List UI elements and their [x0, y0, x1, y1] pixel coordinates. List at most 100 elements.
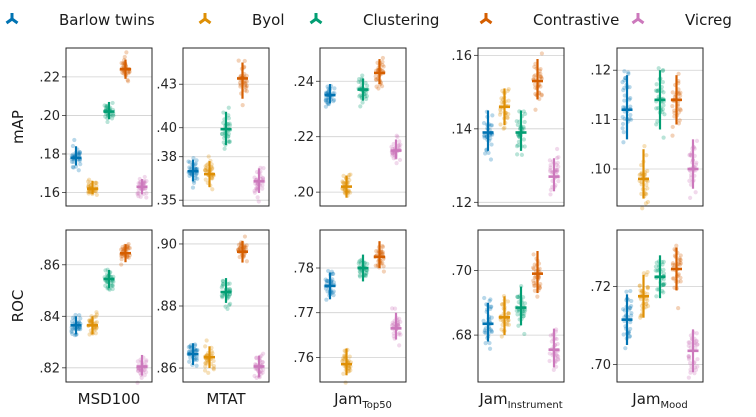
- data-point: [487, 340, 492, 346]
- series-clustering-r0-c3: [514, 109, 528, 157]
- data-point: [220, 131, 225, 137]
- legend-label-contrastive: Contrastive: [533, 11, 619, 29]
- data-point: [686, 340, 691, 345]
- data-point: [142, 181, 147, 186]
- data-point: [223, 304, 228, 309]
- data-point: [187, 165, 192, 170]
- data-point: [678, 253, 683, 258]
- data-point: [357, 274, 363, 279]
- data-point: [694, 331, 699, 336]
- data-point: [670, 262, 676, 268]
- data-point: [364, 271, 369, 276]
- data-point: [119, 262, 124, 267]
- data-point: [488, 297, 493, 302]
- y-tick-label: .10: [590, 162, 611, 177]
- data-point: [688, 361, 693, 366]
- data-point: [373, 263, 378, 268]
- data-point: [390, 153, 395, 158]
- data-point: [506, 318, 511, 323]
- data-point: [548, 165, 553, 170]
- data-point: [330, 277, 335, 282]
- data-point: [489, 315, 494, 320]
- data-point: [380, 244, 386, 250]
- data-point: [347, 172, 352, 178]
- y-tick-label: .86: [156, 362, 177, 377]
- data-point: [506, 87, 511, 92]
- data-point: [193, 173, 198, 178]
- data-point: [104, 103, 109, 109]
- data-point: [538, 84, 543, 89]
- series-clustering-r0-c2: [356, 73, 370, 109]
- data-point: [488, 136, 493, 141]
- panel-frame: [477, 47, 565, 207]
- series-byol-r0-c3: [497, 87, 511, 131]
- series-clustering-r0-c0: [102, 100, 116, 125]
- data-point: [323, 98, 328, 103]
- data-point: [94, 180, 99, 186]
- data-point: [645, 303, 651, 309]
- data-point: [364, 270, 369, 275]
- data-point: [655, 88, 660, 94]
- data-point: [87, 189, 92, 195]
- legend-label-clustering: Clustering: [363, 11, 439, 29]
- data-point: [627, 334, 632, 339]
- data-point: [236, 247, 241, 252]
- series-barlow-r0-c0: [69, 137, 83, 173]
- data-point: [340, 179, 345, 184]
- data-point: [654, 294, 659, 299]
- data-point: [358, 258, 363, 263]
- y-tick-label: .88: [156, 300, 177, 315]
- panel-r1-c1: .86 .88 .90: [156, 229, 270, 383]
- data-point: [360, 73, 365, 78]
- legend-label-barlow: Barlow twins: [59, 11, 155, 29]
- data-point: [499, 100, 504, 105]
- data-point: [556, 179, 561, 184]
- series-clustering-r1-c3: [514, 283, 528, 337]
- series-contrastive-r0-c1: [236, 58, 249, 108]
- data-point: [220, 294, 225, 299]
- data-point: [238, 84, 243, 89]
- series-contrastive-r1-c3: [531, 251, 543, 299]
- data-point: [331, 99, 336, 104]
- data-point: [120, 244, 125, 250]
- data-point: [194, 363, 199, 368]
- data-point: [340, 356, 346, 361]
- data-point: [661, 282, 666, 287]
- panel-frame: [616, 229, 704, 383]
- data-point: [88, 320, 93, 325]
- data-point: [93, 180, 98, 186]
- data-point: [488, 305, 493, 310]
- panel-frame: [477, 229, 565, 383]
- data-point: [326, 268, 331, 274]
- series-byol-r1-c4: [637, 270, 651, 320]
- data-point: [105, 119, 110, 125]
- data-point: [397, 139, 402, 144]
- data-point: [661, 267, 666, 272]
- data-point: [356, 79, 361, 84]
- data-point: [653, 268, 658, 273]
- series-vicreg-r1-c0: [135, 354, 149, 385]
- panel-r1-c4: .70 .72: [590, 229, 704, 383]
- data-point: [325, 84, 330, 89]
- data-point: [86, 191, 91, 196]
- data-point: [389, 144, 394, 149]
- data-point: [188, 171, 193, 176]
- data-point: [670, 133, 675, 138]
- data-point: [194, 158, 199, 163]
- panel-frame: [182, 229, 270, 383]
- data-point: [629, 310, 634, 316]
- data-point: [347, 178, 352, 183]
- data-point: [645, 285, 650, 290]
- data-point: [240, 103, 245, 108]
- data-point: [498, 317, 503, 322]
- data-point: [548, 192, 553, 197]
- data-point: [670, 90, 675, 95]
- data-point: [620, 114, 625, 120]
- data-point: [347, 190, 353, 195]
- data-point: [627, 97, 632, 102]
- data-point: [533, 91, 538, 97]
- data-point: [390, 151, 395, 156]
- data-point: [94, 320, 100, 325]
- data-point: [629, 303, 634, 309]
- data-point: [363, 80, 368, 86]
